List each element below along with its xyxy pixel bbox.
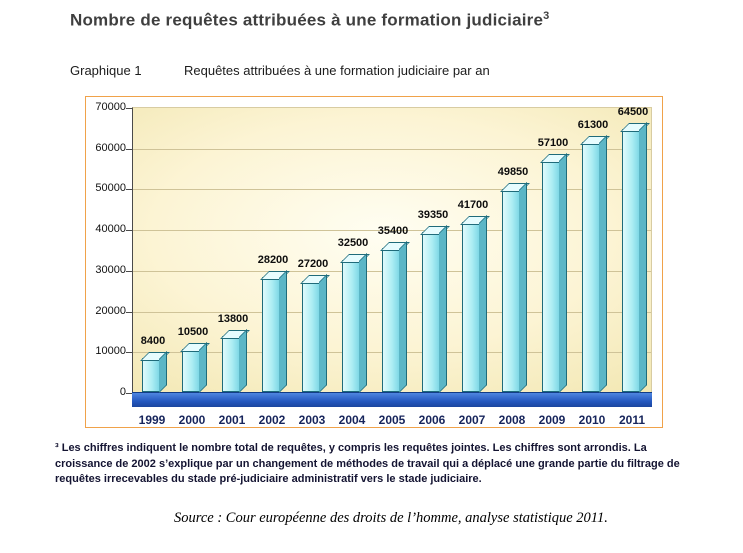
bar-2005 [382,248,400,392]
bar-2000 [182,349,200,392]
bar-value-label: 41700 [457,199,489,211]
page-title: Nombre de requêtes attribuées à une form… [70,10,549,31]
bar-value-label: 28200 [257,254,289,266]
bar-value-label: 8400 [140,335,166,347]
bar-value-label: 13800 [217,313,249,325]
bar-2006 [422,232,440,392]
bar-value-label: 39350 [417,209,449,221]
bar-2004 [342,260,360,392]
bar-value-label: 49850 [497,166,529,178]
y-tick-mark [126,311,132,313]
footnote: ³ Les chiffres indiquent le nombre total… [55,442,680,486]
title-footnote-ref: 3 [543,10,550,22]
x-tick-label: 2002 [258,413,286,427]
y-tick-mark [126,148,132,150]
x-tick-label: 1999 [138,413,166,427]
x-tick-label: 2000 [178,413,206,427]
y-tick-mark [126,108,132,109]
x-tick-label: 2007 [458,413,486,427]
bar-value-label: 10500 [177,326,209,338]
x-tick-label: 2005 [378,413,406,427]
bar-value-label: 35400 [377,225,409,237]
bar-2010 [582,142,600,392]
bar-2009 [542,160,560,392]
y-tick-label: 0 [119,386,126,398]
y-tick-label: 30000 [95,263,126,276]
bar-2011 [622,129,640,392]
bar-value-label: 27200 [297,258,329,270]
bar-value-label: 32500 [337,237,369,249]
bar-2008 [502,189,520,392]
y-tick-label: 70000 [95,101,126,113]
bar-chart: 0 10000 20000 30000 40000 50000 60000 70000 840… [85,96,663,428]
bar-2003 [302,281,320,392]
y-tick-mark [126,352,132,354]
graph-caption: Requêtes attribuées à une formation judi… [184,63,490,78]
bar-1999 [142,358,160,392]
x-tick-label: 2010 [578,413,606,427]
page-title-text: Nombre de requêtes attribuées à une form… [70,10,544,30]
x-tick-label: 2009 [538,413,566,427]
y-tick-label: 50000 [95,182,126,195]
bar-value-label: 61300 [577,119,609,131]
y-tick-label: 40000 [95,223,126,236]
chart-plot-area: 8400 10500 13800 28200 27200 32500 35400 39350 4… [126,106,652,407]
y-tick-mark [126,230,132,232]
x-axis: 1999 2000 2001 2002 2003 2004 2005 2006 2007 2008… [132,413,652,429]
y-tick-mark [126,189,132,191]
gridline [133,189,651,191]
y-tick-mark [126,270,132,272]
y-tick-mark [126,393,132,394]
graph-label: Graphique 1 [70,63,142,78]
bar-2007 [462,222,480,392]
gridline [133,148,651,150]
x-tick-label: 2004 [338,413,366,427]
bar-2001 [222,336,240,392]
x-tick-label: 2011 [618,413,646,427]
gridline [133,230,651,232]
y-tick-label: 20000 [95,304,126,317]
x-tick-label: 2003 [298,413,326,427]
chart-floor [132,392,652,407]
y-axis: 0 10000 20000 30000 40000 50000 60000 70000 [86,101,126,407]
bar-value-label: 64500 [617,106,649,118]
x-tick-label: 2001 [218,413,246,427]
graph-caption-row: Graphique 1 Requêtes attribuées à une for… [70,63,490,78]
bar-value-label: 57100 [537,137,569,149]
y-tick-label: 10000 [95,345,126,358]
x-tick-label: 2008 [498,413,526,427]
y-tick-label: 60000 [95,141,126,154]
source-line: Source : Cour européenne des droits de l… [174,510,608,526]
x-tick-label: 2006 [418,413,446,427]
bar-2002 [262,277,280,392]
